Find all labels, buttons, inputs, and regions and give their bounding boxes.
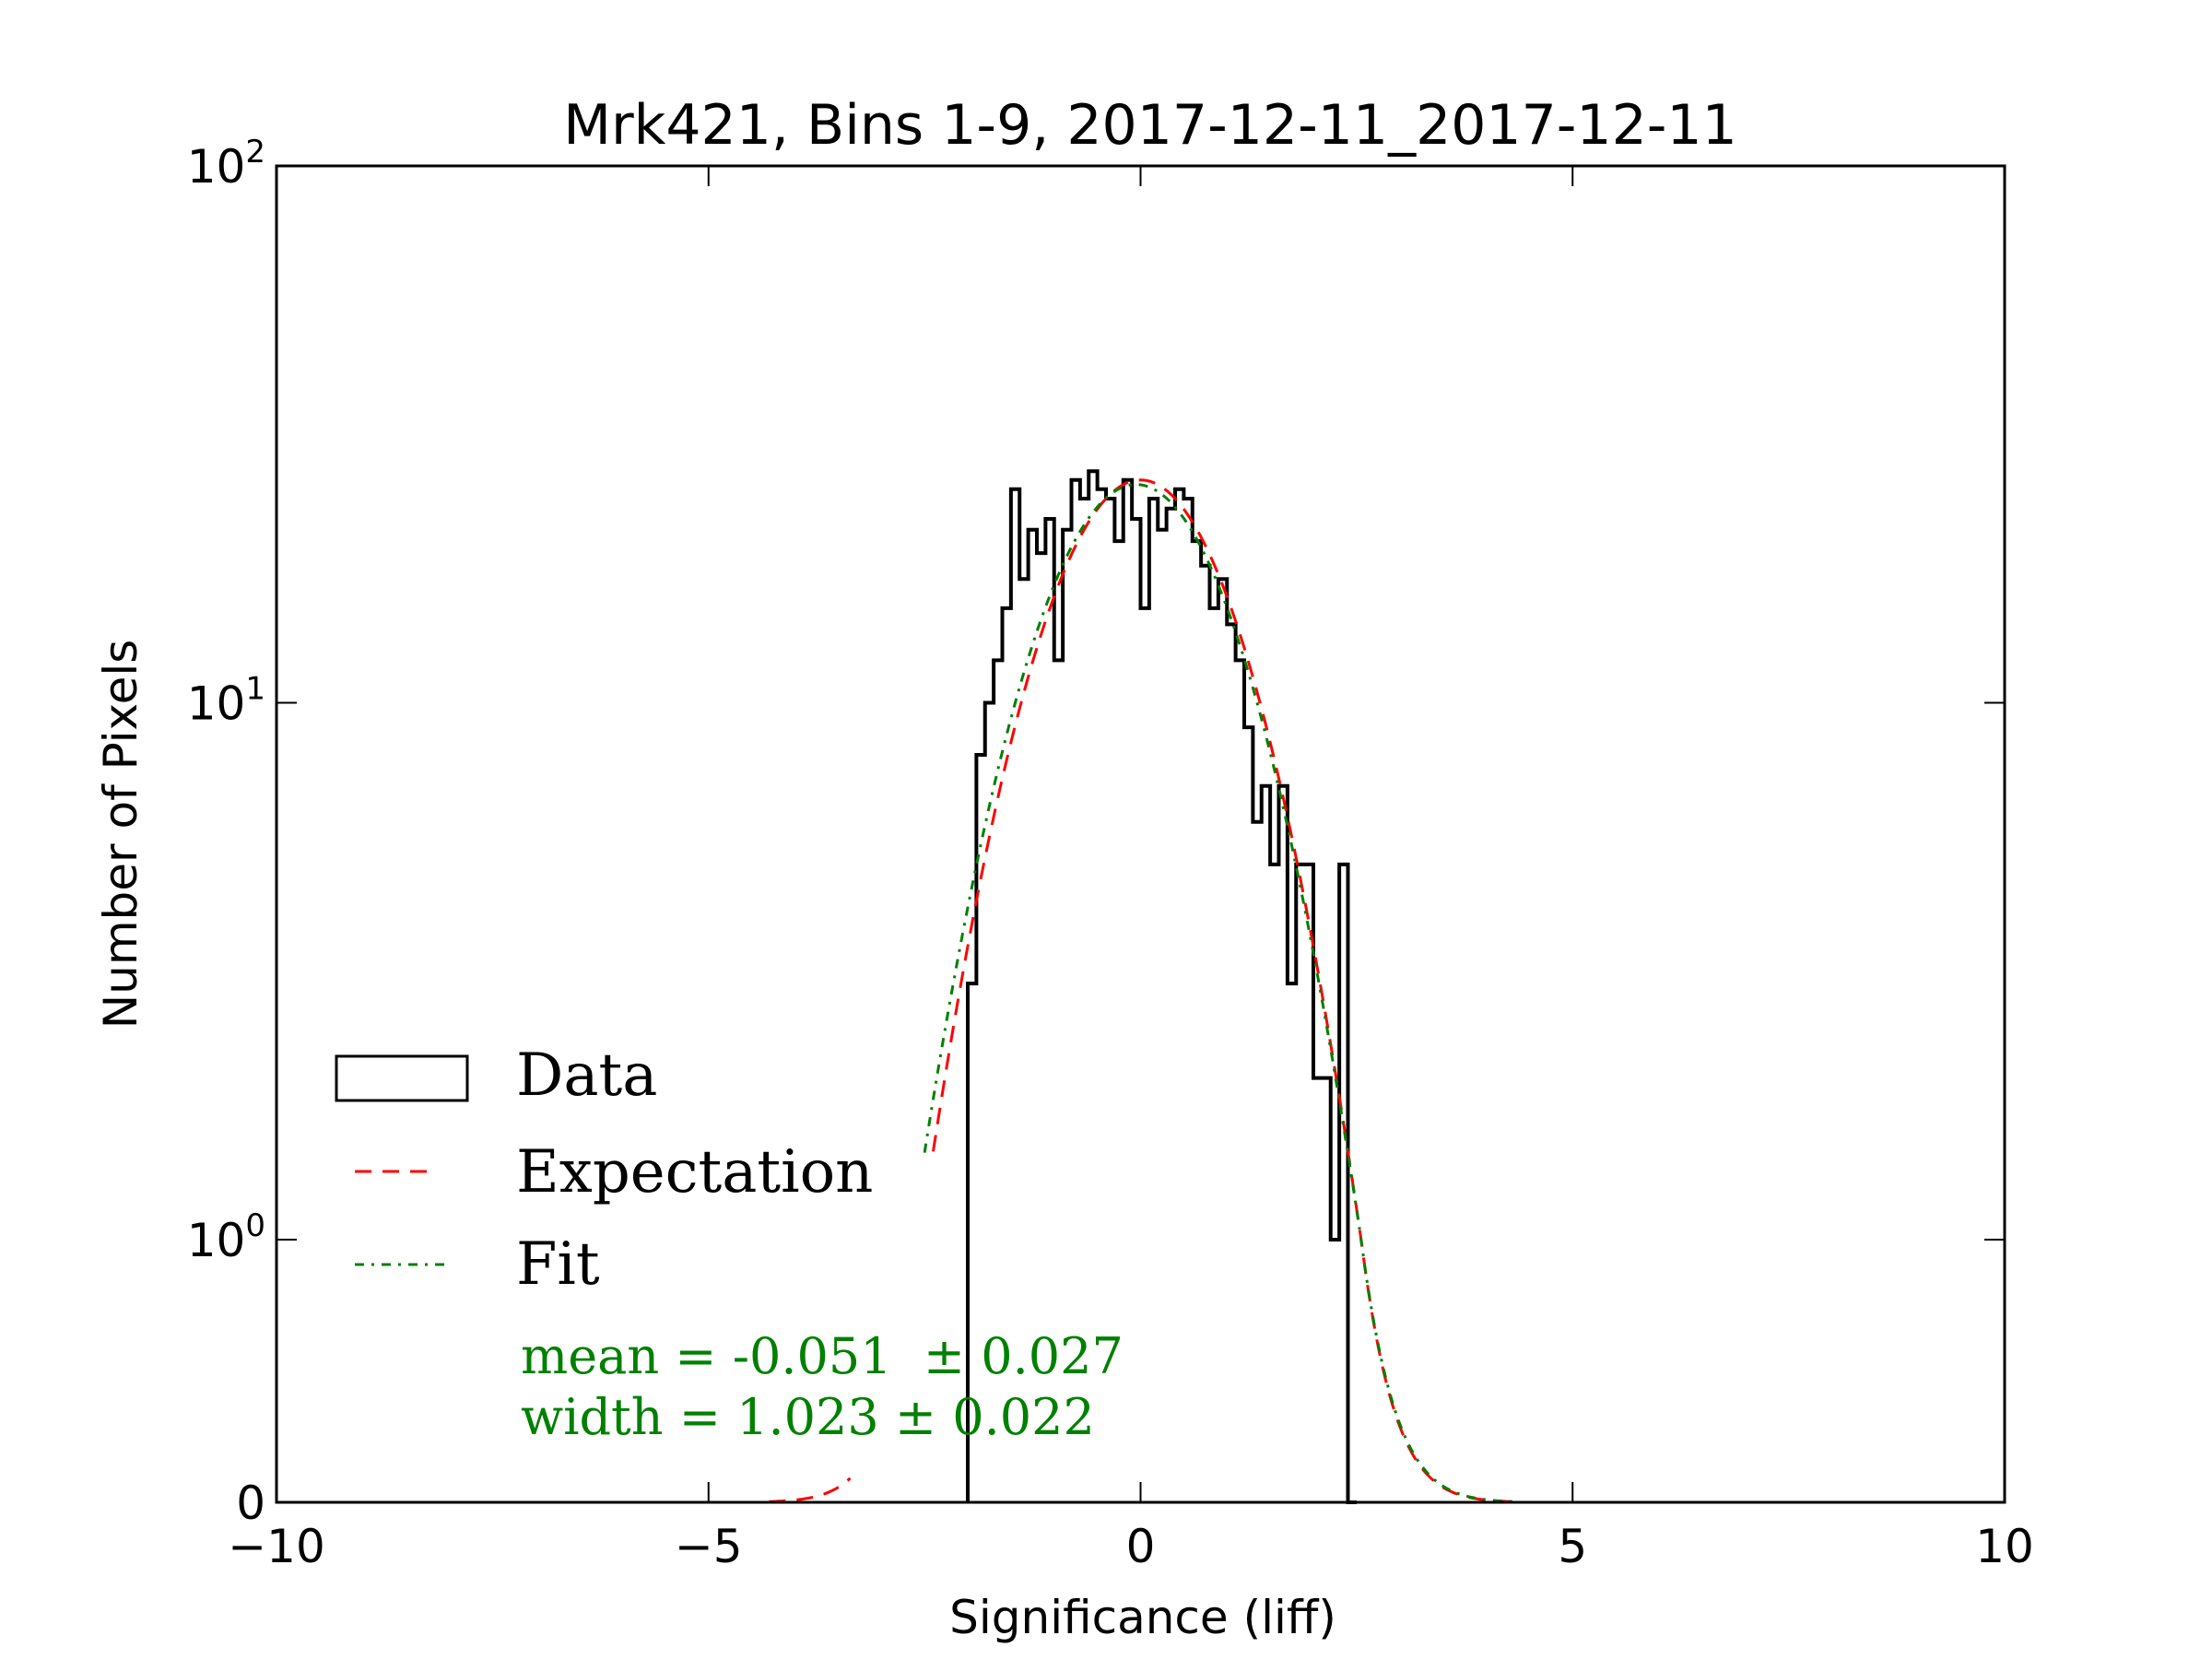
ticks-layer — [276, 165, 2006, 1503]
legend-data-label: Data — [516, 1041, 657, 1110]
x-axis-label: Significance (liff) — [949, 1591, 1336, 1644]
plot-area — [275, 164, 2006, 1504]
y-tick-label: 102 — [187, 134, 265, 194]
y-tick-label: 101 — [187, 671, 265, 731]
x-tick-labels: −10 −5 0 5 10 — [228, 1520, 2034, 1573]
y-axis-label: Number of Pixels — [94, 640, 147, 1030]
fit-mean-annotation: mean = -0.051 ± 0.027 — [521, 1327, 1124, 1385]
expectation-curve — [932, 478, 1512, 1503]
x-tick-label: −5 — [675, 1520, 743, 1573]
y-tick-label: 100 — [187, 1207, 265, 1267]
chart-title: Mrk421, Bins 1-9, 2017-12-11_2017-12-11 — [563, 93, 1737, 158]
legend-fit-label: Fit — [516, 1230, 600, 1299]
legend-data-swatch — [335, 1054, 469, 1102]
fit-curve — [923, 483, 1512, 1503]
x-tick-label: 5 — [1558, 1520, 1587, 1573]
x-tick-label: 10 — [1975, 1520, 2034, 1573]
x-tick-label: 0 — [1126, 1520, 1156, 1573]
data-histogram — [966, 469, 1357, 1504]
legend-expectation-label: Expectation — [516, 1138, 873, 1206]
y-tick-labels: 0 100 101 102 — [187, 134, 265, 1530]
y-tick-label: 0 — [236, 1477, 265, 1530]
fit-width-annotation: width = 1.023 ± 0.022 — [521, 1388, 1095, 1446]
legend: Data Expectation Fit — [335, 1041, 873, 1299]
x-tick-label: −10 — [228, 1520, 325, 1573]
